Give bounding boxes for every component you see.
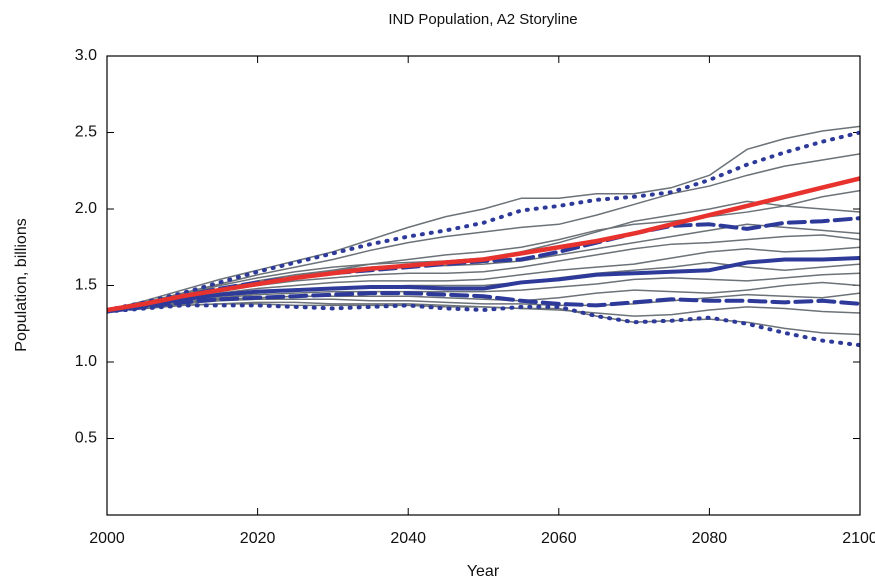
series-line [107,272,860,313]
x-tick-label: 2060 [541,530,577,547]
y-axis-label: Population, billions [13,218,30,351]
x-tick-label: 2080 [692,530,728,547]
series-line [107,246,860,311]
x-tick-label: 2000 [89,530,125,547]
x-tick-label: 2100 [842,530,875,547]
y-tick-label: 0.5 [75,430,97,447]
series-line [107,153,860,311]
y-tick-label: 3.0 [75,47,97,64]
plot-frame [106,55,861,516]
series-line [107,125,860,311]
chart-title: IND Population, A2 Storyline [388,11,577,28]
x-tick-label: 2020 [240,530,276,547]
series-line [107,303,860,348]
x-axis-label: Year [467,563,500,580]
series-line [107,130,860,312]
y-tick-label: 1.5 [75,277,97,294]
series-line [107,291,860,314]
series-line [107,176,860,313]
y-tick-label: 2.5 [75,124,97,141]
series-line [107,255,860,312]
y-tick-label: 2.0 [75,200,97,217]
x-tick-label: 2040 [390,530,426,547]
y-tick-label: 1.0 [75,353,97,370]
